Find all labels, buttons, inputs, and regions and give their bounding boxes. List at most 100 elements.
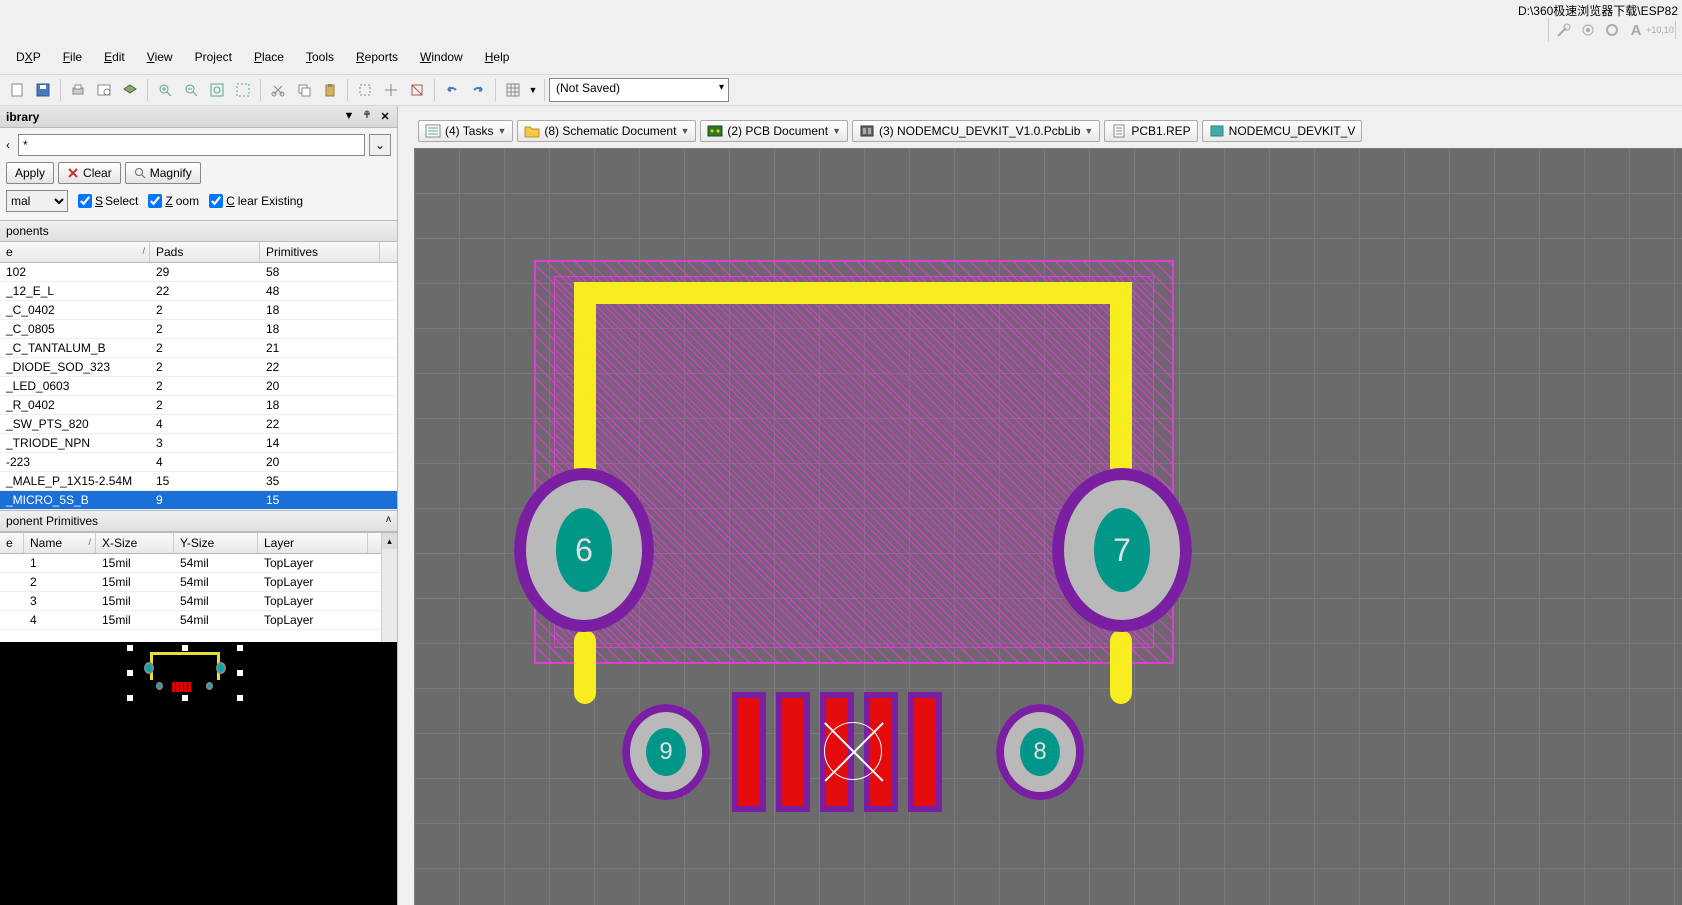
silk-left-upper [574, 282, 596, 472]
menu-edit[interactable]: Edit [94, 47, 135, 67]
pad-6[interactable]: 6 [514, 468, 654, 632]
text-a-icon[interactable]: A [1627, 21, 1645, 39]
scrollbar[interactable]: ▴ [381, 533, 397, 642]
grid-dd-icon[interactable]: ▼ [526, 77, 540, 103]
panel-dropdown-icon[interactable]: ▼ [341, 108, 357, 124]
filter-dropdown-icon[interactable]: ⌄ [369, 134, 391, 156]
magnify-button[interactable]: Magnify [125, 162, 201, 184]
scroll-up-icon[interactable]: ▴ [382, 533, 397, 549]
table-row[interactable]: 315mil54milTopLayer [0, 592, 397, 611]
save-icon[interactable] [30, 77, 56, 103]
table-row[interactable]: _R_0402218 [0, 396, 397, 415]
table-row[interactable]: _MALE_P_1X15-2.54M1535 [0, 472, 397, 491]
menu-file[interactable]: File [53, 47, 92, 67]
col-prims[interactable]: Primitives [260, 242, 380, 262]
print-icon[interactable] [65, 77, 91, 103]
panel-pin-icon[interactable] [359, 108, 375, 124]
undo-icon[interactable] [439, 77, 465, 103]
footprint: 6 7 9 8 [534, 260, 1176, 720]
main-toolbar: ▼ (Not Saved) [0, 74, 1682, 106]
rect-pad-1[interactable] [732, 692, 766, 812]
table-row[interactable]: _C_0402218 [0, 301, 397, 320]
pcb-canvas[interactable]: 6 7 9 8 [414, 148, 1682, 905]
select-rect-icon[interactable] [352, 77, 378, 103]
pcol-name[interactable]: Name/ [24, 533, 96, 553]
zoom-fit-icon[interactable] [204, 77, 230, 103]
menu-window[interactable]: Window [410, 47, 473, 67]
tasks-icon [425, 124, 441, 138]
rect-pad-2[interactable] [776, 692, 810, 812]
menu-reports[interactable]: Reports [346, 47, 408, 67]
new-icon[interactable] [4, 77, 30, 103]
probe-icon[interactable] [1555, 21, 1573, 39]
table-row[interactable]: _SW_PTS_820422 [0, 415, 397, 434]
menu-project[interactable]: Project [185, 47, 242, 67]
doctab-pcb[interactable]: (2) PCB Document▼ [700, 120, 848, 142]
menu-place[interactable]: Place [244, 47, 294, 67]
table-row[interactable]: -223420 [0, 453, 397, 472]
pcb-icon [707, 124, 723, 138]
doctab-tasks[interactable]: (4) Tasks▼ [418, 120, 513, 142]
mode-select[interactable]: mal [6, 190, 68, 212]
copy-icon[interactable] [291, 77, 317, 103]
clear-button[interactable]: Clear [58, 162, 121, 184]
doctab-rep[interactable]: PCB1.REP [1104, 120, 1197, 142]
filter-input[interactable] [18, 134, 365, 156]
target-icon[interactable] [1579, 21, 1597, 39]
pad-8[interactable]: 8 [996, 704, 1084, 800]
coord-icon[interactable]: +10,10 [1651, 21, 1669, 39]
table-row[interactable]: 1022958 [0, 263, 397, 282]
menu-dxp[interactable]: DXP [6, 47, 51, 67]
rect-pad-5[interactable] [908, 692, 942, 812]
pad-7[interactable]: 7 [1052, 468, 1192, 632]
table-row[interactable]: _DIODE_SOD_323222 [0, 358, 397, 377]
table-row[interactable]: _C_TANTALUM_B221 [0, 339, 397, 358]
table-row[interactable]: _TRIODE_NPN314 [0, 434, 397, 453]
doctab-pcblib2[interactable]: NODEMCU_DEVKIT_V [1202, 120, 1363, 142]
footprint-preview [0, 642, 397, 905]
table-row[interactable]: _12_E_L2248 [0, 282, 397, 301]
clear-existing-checkbox[interactable]: Clear Existing [209, 194, 303, 208]
menu-help[interactable]: Help [475, 47, 520, 67]
origin-marker [824, 722, 882, 780]
table-row[interactable]: _C_0805218 [0, 320, 397, 339]
panel-close-icon[interactable]: ✕ [377, 108, 393, 124]
menu-bar: DXP File Edit View Project Place Tools R… [0, 44, 1682, 70]
scroll-up-icon[interactable]: ʌ [386, 514, 391, 528]
redo-icon[interactable] [465, 77, 491, 103]
col-name[interactable]: e/ [0, 242, 150, 262]
table-row[interactable]: 415mil54milTopLayer [0, 611, 397, 630]
silk-top [574, 282, 1132, 304]
pad-9[interactable]: 9 [622, 704, 710, 800]
col-pads[interactable]: Pads [150, 242, 260, 262]
preview-icon[interactable] [91, 77, 117, 103]
pcol-type[interactable]: e [0, 533, 24, 553]
deselect-icon[interactable] [404, 77, 430, 103]
zoom-out-icon[interactable] [178, 77, 204, 103]
doctab-pcblib[interactable]: (3) NODEMCU_DEVKIT_V1.0.PcbLib▼ [852, 120, 1100, 142]
select-checkbox[interactable]: SSelect [78, 194, 138, 208]
pcol-layer[interactable]: Layer [258, 533, 368, 553]
window-title-path: D:\360极速浏览器下载\ESP82 [1518, 0, 1682, 20]
doctab-schematic[interactable]: (8) Schematic Document▼ [517, 120, 696, 142]
menu-tools[interactable]: Tools [296, 47, 344, 67]
menu-view[interactable]: View [137, 47, 183, 67]
apply-button[interactable]: Apply [6, 162, 54, 184]
panel-header: ibrary ▼ ✕ [0, 106, 397, 128]
cut-icon[interactable] [265, 77, 291, 103]
zoom-area-icon[interactable] [230, 77, 256, 103]
zoom-in-icon[interactable] [152, 77, 178, 103]
zoom-checkbox[interactable]: Zoom [148, 194, 199, 208]
pcol-xsize[interactable]: X-Size [96, 533, 174, 553]
table-row[interactable]: 115mil54milTopLayer [0, 554, 397, 573]
table-row[interactable]: _LED_0603220 [0, 377, 397, 396]
workspace-dropdown[interactable]: (Not Saved) [549, 78, 729, 102]
grid-icon[interactable] [500, 77, 526, 103]
table-row[interactable]: _MICRO_5S_B915 [0, 491, 397, 510]
gear-icon[interactable] [1603, 21, 1621, 39]
pcol-ysize[interactable]: Y-Size [174, 533, 258, 553]
paste-icon[interactable] [317, 77, 343, 103]
move-icon[interactable] [378, 77, 404, 103]
table-row[interactable]: 215mil54milTopLayer [0, 573, 397, 592]
layers-icon[interactable] [117, 77, 143, 103]
